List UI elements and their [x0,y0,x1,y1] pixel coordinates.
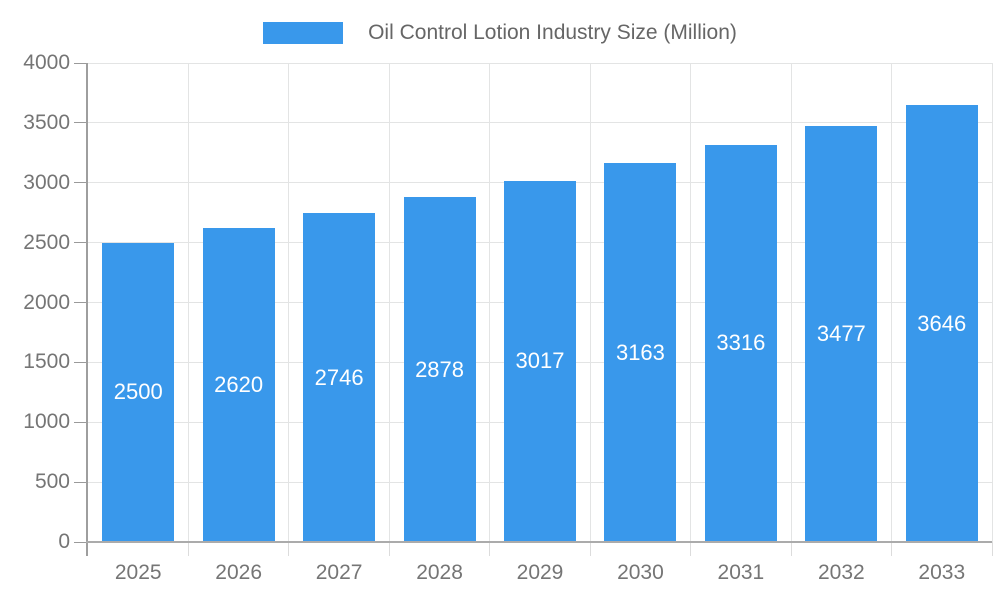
x-axis-tick [589,542,591,556]
x-axis-label: 2025 [114,561,162,584]
y-axis-tick [74,421,88,423]
legend-label: Oil Control Lotion Industry Size (Millio… [368,21,737,44]
y-axis-tick [74,541,88,543]
bar-value-label: 3316 [716,330,766,356]
gridline-vertical [187,63,189,542]
bar: 2620 [202,228,275,542]
x-axis-label: 2032 [817,561,865,584]
gridline-vertical [790,63,792,542]
x-axis-label: 2030 [617,561,664,584]
bar-value-label: 2620 [214,372,264,398]
x-axis-label: 2029 [516,561,564,584]
x-axis-label: 2028 [416,561,463,584]
x-axis-tick [288,542,290,556]
x-axis-tick [790,542,792,556]
bar-value-label: 3163 [615,339,665,365]
bar-value-label: 2500 [113,379,163,405]
x-axis-tick [489,542,491,556]
gridline-vertical [288,63,290,542]
bar: 3646 [905,105,978,542]
x-axis-label: 2027 [315,561,363,584]
bar-value-label: 2878 [415,356,465,382]
gridline-horizontal [88,62,992,64]
x-axis-tick [891,542,893,556]
legend-swatch-icon [263,22,344,44]
gridline-horizontal [88,122,992,124]
y-axis-label: 3000 [23,170,70,194]
y-axis-line [86,63,88,556]
y-axis-tick [74,242,88,244]
gridline-vertical [891,63,893,542]
x-axis-label: 2026 [215,561,263,584]
x-axis-tick [388,542,390,556]
y-axis-tick [74,302,88,303]
bar: 3477 [805,125,878,542]
y-axis-label: 1000 [23,410,70,434]
x-axis-line [86,541,992,543]
y-axis-tick [74,122,88,124]
bar: 3163 [604,163,677,542]
bar: 3316 [704,144,777,542]
gridline-vertical [690,63,692,542]
legend[interactable]: Oil Control Lotion Industry Size (Millio… [0,21,1000,45]
bar: 3017 [504,180,576,542]
gridline-vertical [589,63,591,542]
bar-value-label: 3477 [816,320,866,346]
gridline-vertical [388,63,390,542]
y-axis-label: 500 [34,470,70,494]
x-axis-label: 2033 [918,561,966,584]
y-axis-label: 3500 [23,110,70,134]
x-axis-tick [187,542,189,556]
bar: 2878 [403,197,476,542]
bar-value-label: 3646 [917,310,967,336]
bar-value-label: 2746 [314,364,364,390]
y-axis-tick [74,361,88,363]
y-axis-tick [74,481,88,483]
y-axis-tick [74,182,88,184]
bar: 2746 [303,213,376,542]
bar-value-label: 3017 [515,348,565,374]
y-axis-label: 2000 [23,290,70,314]
gridline-vertical [489,63,491,542]
y-axis-tick [74,62,88,64]
y-axis-label: 2500 [23,230,70,254]
y-axis-label: 0 [58,530,70,553]
bar: 2500 [102,242,175,542]
gridline-vertical [991,63,993,542]
y-axis-label: 4000 [23,51,70,74]
y-axis-label: 1500 [23,350,70,374]
x-axis-tick [690,542,692,556]
x-axis-label: 2031 [717,561,765,584]
x-axis-tick [991,542,993,556]
